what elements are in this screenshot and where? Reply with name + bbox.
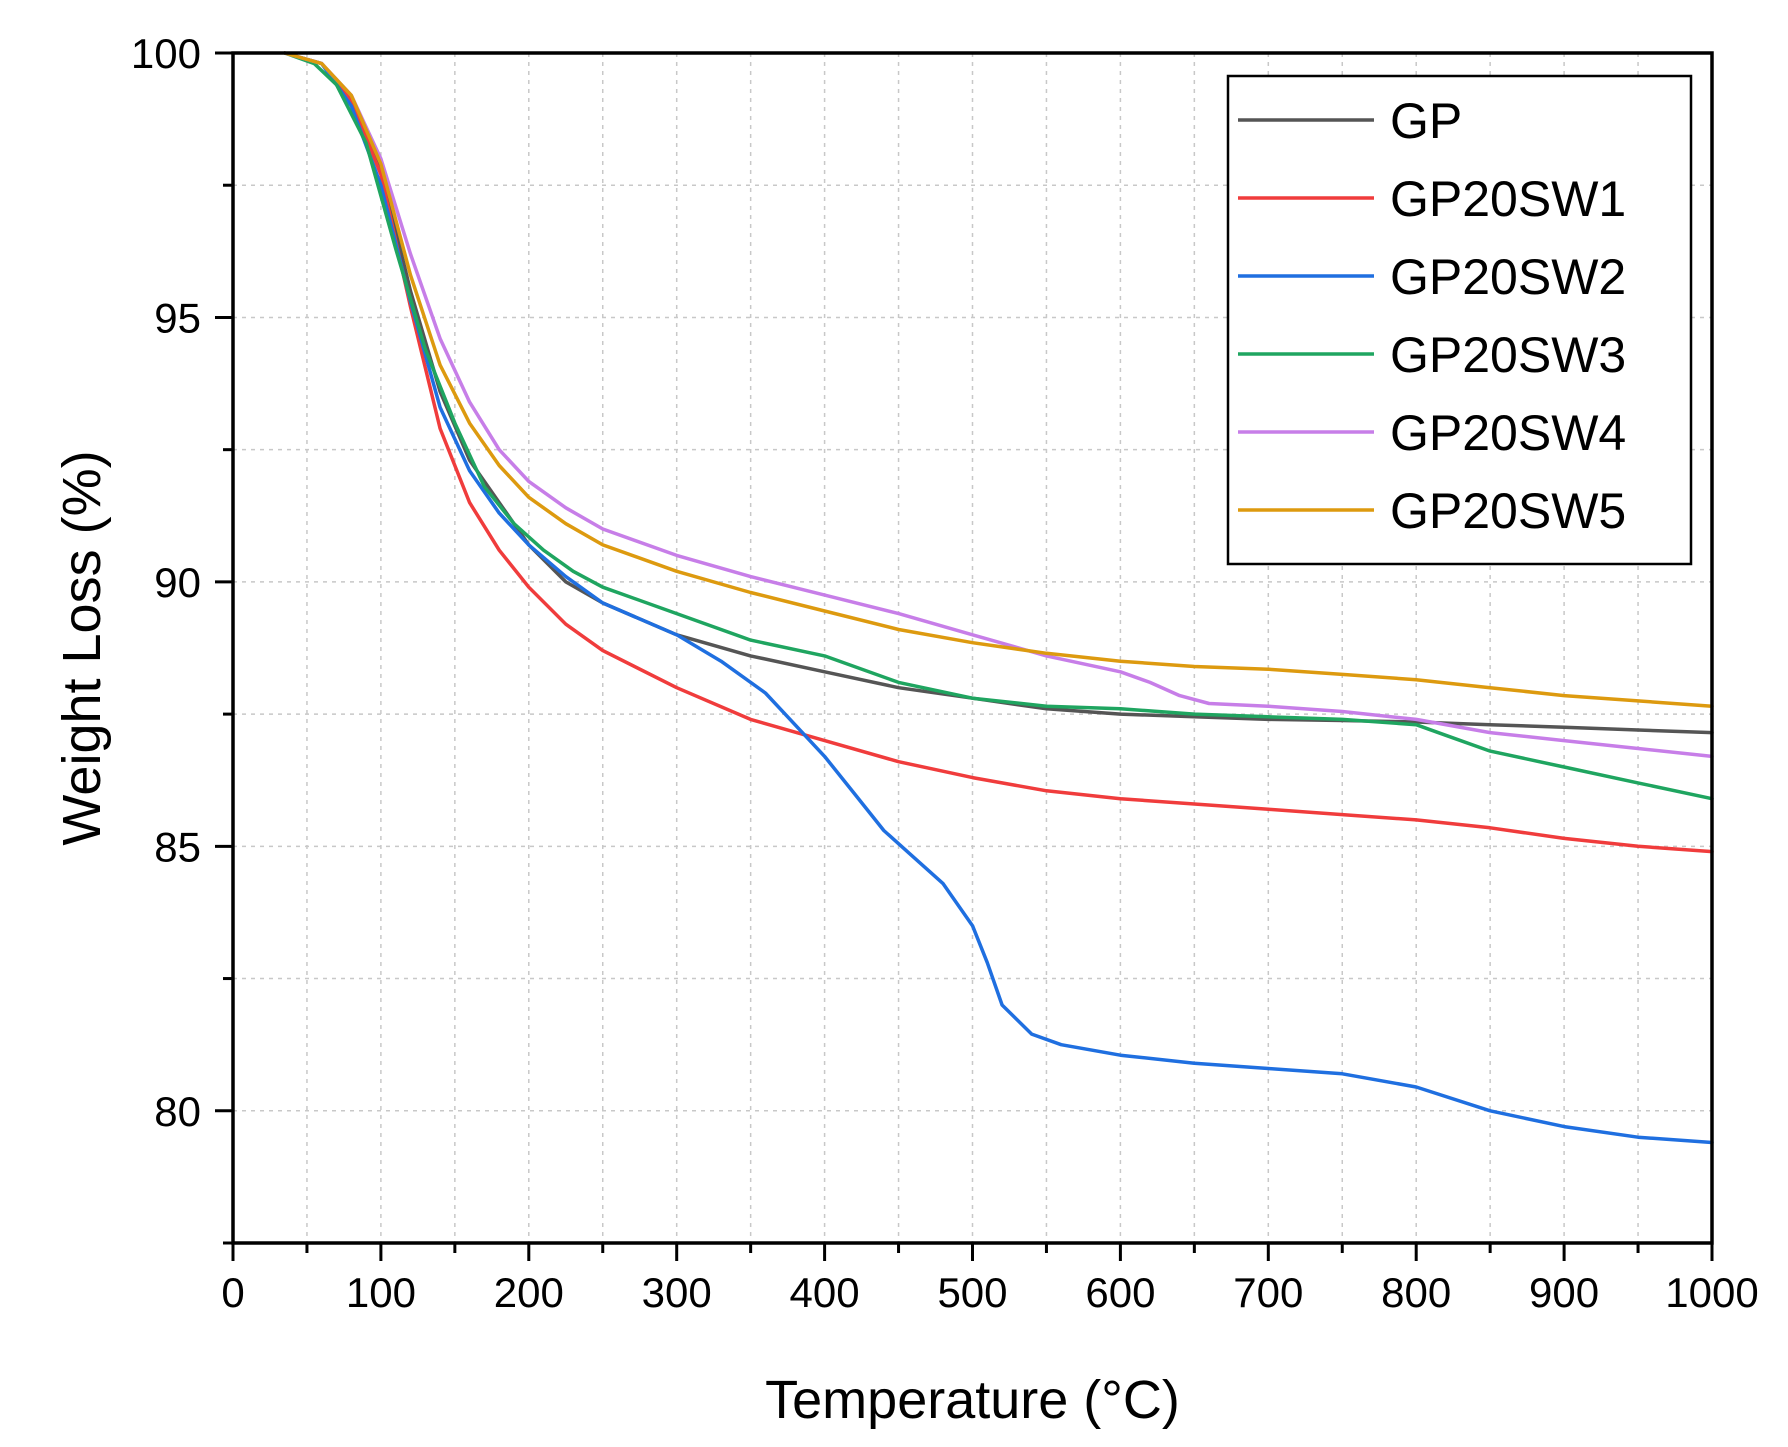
series-line-gp20sw2 [283,51,1714,1145]
series-line-gp20sw5 [283,51,1714,708]
y-tick-label: 90 [154,559,201,606]
x-tick-label: 200 [494,1269,564,1316]
y-tick-label: 80 [154,1088,201,1135]
legend-label: GP20SW4 [1390,405,1626,461]
legend-label: GP20SW2 [1390,249,1626,305]
x-tick-label: 300 [642,1269,712,1316]
y-axis-title: Weight Loss (%) [52,450,112,845]
legend-label: GP20SW1 [1390,171,1626,227]
legend-label: GP20SW3 [1390,327,1626,383]
legend: GP GP20SW1 GP20SW2 GP20SW3 GP20SW4 GP20SW5 [1226,74,1693,566]
legend-label: GP [1390,93,1462,149]
series-line-gp20sw4 [283,51,1714,759]
x-tick-label: 800 [1381,1269,1451,1316]
series-line-gp [283,51,1714,735]
x-tick-label: 0 [221,1269,244,1316]
series-line-gp20sw1 [283,51,1714,854]
y-axis-ticks: 80 85 90 95 100 [131,30,233,1245]
grid-lines [233,53,1712,1243]
x-axis-title: Temperature (°C) [765,1370,1180,1430]
x-tick-label: 100 [346,1269,416,1316]
x-axis-ticks: 0 100 200 300 400 500 600 700 800 900 1000 [221,1243,1759,1316]
series-line-gp20sw3 [283,51,1714,801]
y-tick-label: 95 [154,294,201,341]
x-tick-label: 700 [1233,1269,1303,1316]
y-tick-label: 85 [154,823,201,870]
legend-box [1226,74,1693,566]
x-tick-label: 500 [937,1269,1007,1316]
x-tick-label: 600 [1085,1269,1155,1316]
legend-label: GP20SW5 [1390,483,1626,539]
x-tick-label: 1000 [1665,1269,1758,1316]
x-tick-label: 400 [790,1269,860,1316]
x-tick-label: 900 [1529,1269,1599,1316]
y-tick-label: 100 [131,30,201,77]
series-lines [283,51,1714,1145]
